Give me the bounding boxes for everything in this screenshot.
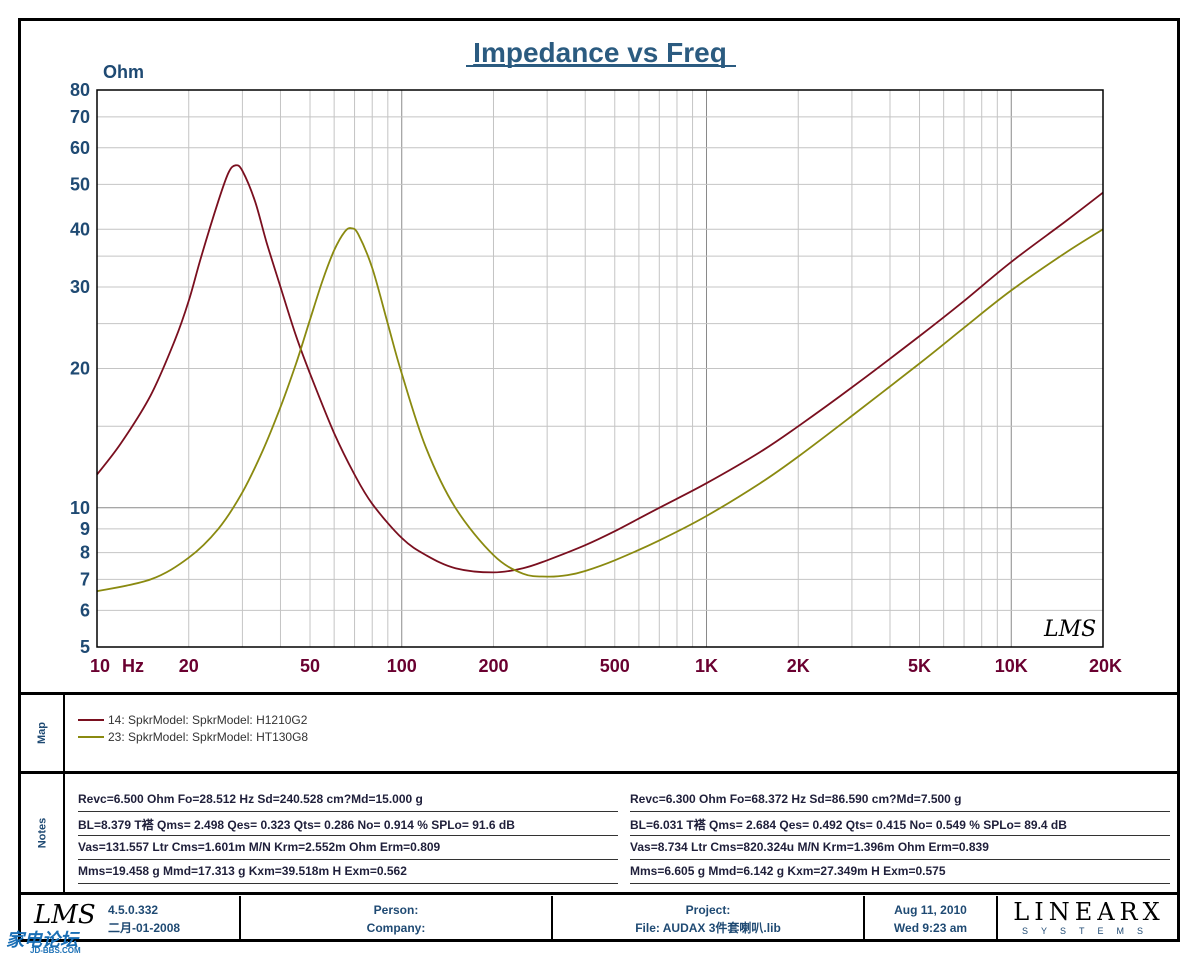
footer-date-cell: Aug 11, 2010 Wed 9:23 am xyxy=(865,896,998,942)
y-axis-unit-label: Ohm xyxy=(103,62,144,82)
footer-project-cell: Project: File: AUDAX 3件套喇叭.lib xyxy=(553,896,865,942)
y-tick-label: 80 xyxy=(70,80,90,100)
note-line: Mms=19.458 g Mmd=17.313 g Kxm=39.518m H … xyxy=(78,860,618,884)
y-tick-label: 20 xyxy=(70,359,90,379)
map-section-label: Map xyxy=(21,695,65,771)
y-tick-label: 8 xyxy=(80,543,90,563)
chart-title: Impedance vs Freq xyxy=(473,37,727,68)
date-text: Aug 11, 2010 xyxy=(894,903,967,917)
brand-text: LINEARX xyxy=(1013,898,1165,926)
x-tick-label: 5K xyxy=(908,656,931,676)
grid xyxy=(97,90,1104,647)
x-tick-label: 10K xyxy=(995,656,1028,676)
divider-plot-map xyxy=(18,692,1180,695)
note-line: Vas=131.557 Ltr Cms=1.601m M/N Krm=2.552… xyxy=(78,836,618,860)
y-tick-label: 6 xyxy=(80,600,90,620)
y-tick-label: 30 xyxy=(70,277,90,297)
x-tick-label: 20 xyxy=(179,656,199,676)
time-text: Wed 9:23 am xyxy=(893,921,968,935)
divider-notes-footer xyxy=(18,892,1180,895)
legend: 14: SpkrModel: SpkrModel: H1210G2 23: Sp… xyxy=(78,711,308,745)
chart-frame xyxy=(18,18,1180,942)
legend-item-label: 23: SpkrModel: SpkrModel: HT130G8 xyxy=(108,729,309,744)
y-tick-labels: 5 6 7 8 910 20 30 40 50 60 70 80 xyxy=(70,80,90,657)
y-tick-label: 10 xyxy=(70,498,90,518)
notes-right: Revc=6.300 Ohm Fo=68.372 Hz Sd=86.590 cm… xyxy=(630,788,1170,884)
x-tick-label: 2K xyxy=(787,656,810,676)
y-tick-label: 70 xyxy=(70,107,90,127)
notes-left: Revc=6.500 Ohm Fo=28.512 Hz Sd=240.528 c… xyxy=(78,788,618,884)
y-tick-label: 50 xyxy=(70,174,90,194)
brand-sub-text: SYSTEMS xyxy=(1021,926,1156,936)
y-tick-label: 7 xyxy=(80,569,90,589)
y-tick-label: 5 xyxy=(80,637,90,657)
y-tick-label: 60 xyxy=(70,138,90,158)
legend-item: 23: SpkrModel: SpkrModel: HT130G8 xyxy=(78,728,308,745)
x-tick-label: 200 xyxy=(478,656,508,676)
legend-swatch xyxy=(78,735,104,738)
map-label-text: Map xyxy=(36,722,48,744)
series-group xyxy=(96,164,1104,593)
note-line: Mms=6.605 g Mmd=6.142 g Kxm=27.349m H Ex… xyxy=(630,860,1170,884)
note-line: BL=6.031 T褡 Qms= 2.684 Qes= 0.492 Qts= 0… xyxy=(630,812,1170,836)
watermark: 家电论坛 xyxy=(6,930,78,950)
notes-section-label: Notes xyxy=(21,774,65,892)
x-tick-labels: 10 20 50 100 200 500 1K 2K 5K 10K 20K xyxy=(90,656,1122,676)
x-tick-label: 1K xyxy=(695,656,718,676)
build-date-text: 二月-01-2008 xyxy=(108,921,181,935)
plot-area-border xyxy=(96,89,1104,648)
series-line-1 xyxy=(96,164,1104,574)
legend-item: 14: SpkrModel: SpkrModel: H1210G2 xyxy=(78,711,308,728)
x-tick-label: 100 xyxy=(387,656,417,676)
project-label: Project: xyxy=(685,903,731,917)
x-tick-label: 20K xyxy=(1089,656,1122,676)
notes-label-text: Notes xyxy=(36,817,48,849)
x-axis-unit-label: Hz xyxy=(122,656,144,676)
company-label: Company: xyxy=(366,921,426,935)
legend-item-label: 14: SpkrModel: SpkrModel: H1210G2 xyxy=(108,712,308,727)
version-text: 4.5.0.332 xyxy=(108,903,159,917)
lms-logo: LMS xyxy=(34,900,96,930)
linearx-logo: LINEARX SYSTEMS xyxy=(1003,898,1175,936)
x-tick-label: 500 xyxy=(600,656,630,676)
x-tick-label: 10 xyxy=(90,656,110,676)
note-line: BL=8.379 T褡 Qms= 2.498 Qes= 0.323 Qts= 0… xyxy=(78,812,618,836)
watermark-sub: JD-BBS.COM xyxy=(30,946,81,955)
file-label: File: AUDAX 3件套喇叭.lib xyxy=(635,921,781,935)
footer-version-cell: 4.5.0.332 二月-01-2008 xyxy=(100,896,241,942)
divider-map-notes xyxy=(18,771,1180,774)
person-label: Person: xyxy=(373,903,419,917)
note-line: Vas=8.734 Ltr Cms=820.324u M/N Krm=1.396… xyxy=(630,836,1170,860)
footer-person-cell: Person: Company: xyxy=(241,896,553,942)
x-tick-label: 50 xyxy=(300,656,320,676)
note-line: Revc=6.300 Ohm Fo=68.372 Hz Sd=86.590 cm… xyxy=(630,788,1170,812)
note-line: Revc=6.500 Ohm Fo=28.512 Hz Sd=240.528 c… xyxy=(78,788,618,812)
series-line-2 xyxy=(96,227,1104,593)
y-tick-label: 40 xyxy=(70,219,90,239)
y-tick-label: 9 xyxy=(80,519,90,539)
plot-lms-logo: LMS xyxy=(1043,617,1096,642)
legend-swatch xyxy=(78,718,104,721)
